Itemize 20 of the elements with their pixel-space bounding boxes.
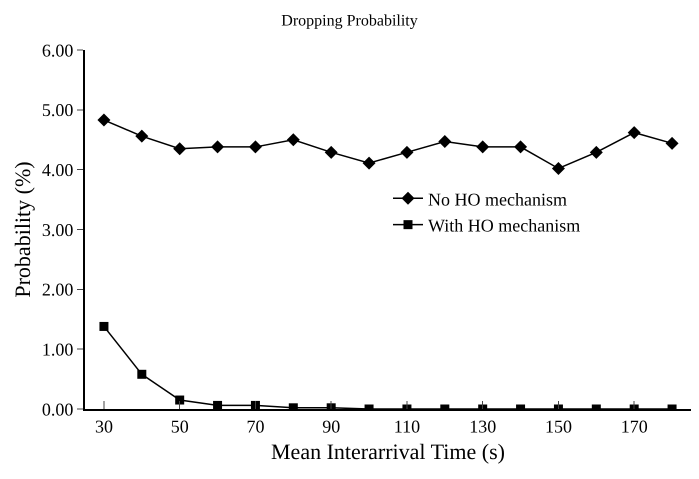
- y-tick-label: 1.00: [42, 339, 74, 360]
- y-tick-label: 2.00: [42, 280, 74, 300]
- y-tick-label: 6.00: [42, 40, 74, 60]
- x-tick-label: 90: [322, 416, 340, 437]
- x-tick-label: 30: [94, 416, 113, 437]
- x-tick-label: 70: [246, 416, 264, 437]
- y-tick-label: 4.00: [42, 160, 74, 180]
- x-tick-label: 110: [394, 416, 420, 437]
- chart-title: Dropping Probability: [281, 12, 418, 30]
- y-tick-label: 0.00: [42, 399, 74, 420]
- y-tick-label: 5.00: [42, 100, 74, 120]
- y-axis-title: Probability (%): [10, 161, 35, 298]
- legend-label: No HO mechanism: [428, 189, 567, 210]
- x-axis-title: Mean Interarrival Time (s): [271, 439, 505, 464]
- x-tick-label: 50: [170, 416, 189, 437]
- x-tick-label: 170: [620, 416, 648, 437]
- x-tick-label: 150: [544, 416, 572, 437]
- x-tick-label: 130: [469, 416, 496, 437]
- y-tick-label: 3.00: [42, 220, 74, 240]
- legend-label: With HO mechanism: [428, 216, 580, 236]
